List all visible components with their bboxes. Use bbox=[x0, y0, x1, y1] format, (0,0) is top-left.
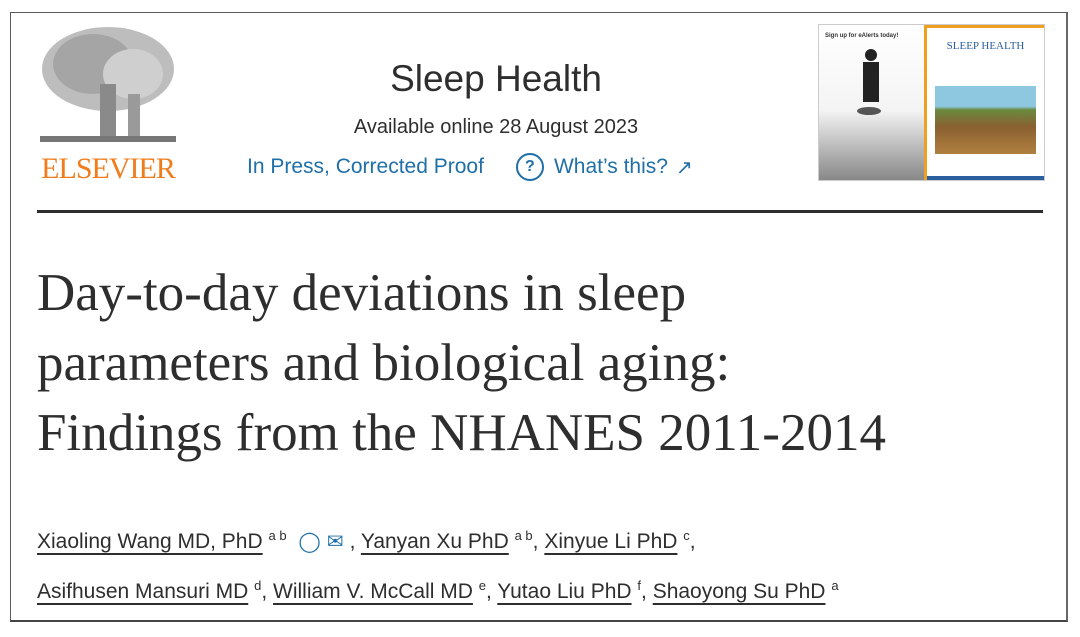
affiliation-sup[interactable]: d bbox=[254, 578, 262, 594]
article-header-frame bbox=[10, 12, 1068, 622]
person-icon[interactable]: ◯ bbox=[298, 531, 321, 554]
in-press-link[interactable]: In Press, Corrected Proof bbox=[247, 155, 484, 178]
journal-cover-image[interactable]: Sign up for eAlerts today! SLEEP HEALTH bbox=[818, 24, 1045, 181]
available-online-date: Available online 28 August 2023 bbox=[353, 116, 639, 138]
affiliation-sup[interactable]: a bbox=[831, 578, 839, 594]
author-link[interactable]: Xinyue Li PhD bbox=[544, 530, 678, 553]
author-link[interactable]: Asifhusen Mansuri MD bbox=[37, 580, 249, 604]
question-icon[interactable]: ? bbox=[515, 153, 544, 181]
whats-this-link[interactable]: What’s this? bbox=[553, 155, 668, 178]
person-silhouette-icon bbox=[857, 49, 881, 115]
ealert-ad: Sign up for eAlerts today! bbox=[819, 25, 927, 180]
affiliation-sup[interactable]: c bbox=[683, 528, 690, 543]
author-link[interactable]: Xiaoling Wang MD, PhD bbox=[37, 530, 263, 553]
cover-illustration bbox=[935, 86, 1036, 154]
author-link[interactable]: William V. McCall MD bbox=[273, 580, 473, 604]
author-link[interactable]: Yanyan Xu PhD bbox=[360, 530, 509, 553]
external-link-icon: ↗ bbox=[675, 156, 693, 179]
affiliation-sup[interactable]: a b bbox=[268, 528, 287, 543]
author-link[interactable]: Shaoyong Su PhD bbox=[652, 580, 826, 604]
affiliation-sup[interactable]: a b bbox=[514, 528, 533, 543]
email-icon[interactable]: ✉ bbox=[326, 531, 344, 554]
article-status-row: In Press, Corrected Proof ? What’s this?… bbox=[247, 153, 693, 181]
affiliation-sup[interactable]: e bbox=[478, 578, 486, 594]
journal-title[interactable]: Sleep Health bbox=[390, 58, 602, 99]
elsevier-logo[interactable]: ELSEVIER bbox=[38, 24, 178, 185]
tree-icon bbox=[40, 27, 176, 142]
cover-front: SLEEP HEALTH bbox=[927, 25, 1044, 180]
header-divider bbox=[37, 210, 1043, 213]
author-link[interactable]: Yutao Liu PhD bbox=[497, 580, 632, 604]
author-list: Xiaoling Wang MD, PhD a b ◯ ✉, Yanyan Xu … bbox=[37, 514, 1057, 614]
elsevier-wordmark: ELSEVIER bbox=[41, 152, 176, 185]
article-title: Day-to-day deviations in sleep parameter… bbox=[37, 264, 886, 462]
affiliation-sup[interactable]: f bbox=[637, 578, 642, 594]
